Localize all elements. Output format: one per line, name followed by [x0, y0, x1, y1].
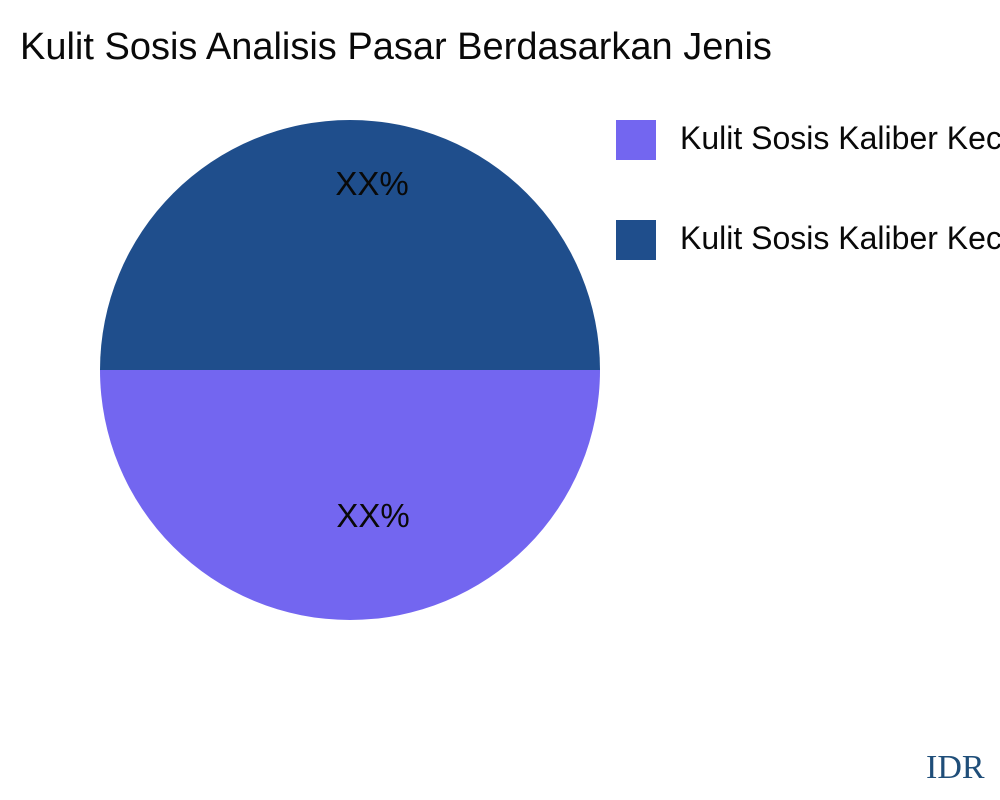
svg-text:XX%: XX% [336, 497, 409, 534]
svg-text:XX%: XX% [335, 165, 408, 202]
